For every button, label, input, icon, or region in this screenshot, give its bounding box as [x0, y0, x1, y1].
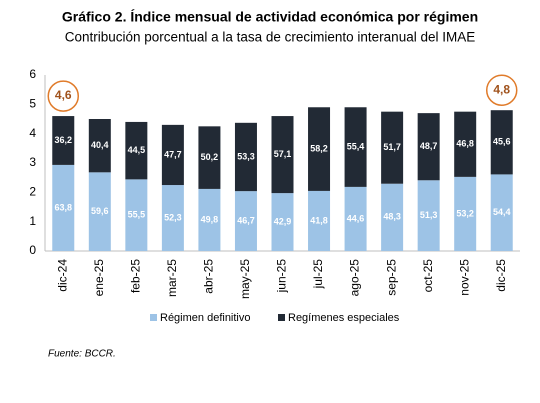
value-label: 46,8	[456, 139, 474, 149]
legend-label: Régimen definitivo	[160, 312, 251, 324]
bar-segment	[454, 111, 477, 177]
annotation-circle	[485, 74, 518, 106]
value-label: 45,6	[493, 137, 511, 147]
value-label: 51,7	[383, 142, 401, 152]
value-label: 42,9	[274, 216, 292, 226]
x-tick-label: nov-25	[457, 259, 471, 296]
y-tick-label: 5	[29, 97, 36, 111]
bar-segment	[490, 110, 513, 175]
y-tick-label: 3	[29, 155, 36, 169]
bar-segment	[344, 186, 367, 251]
legend-swatch	[278, 314, 285, 321]
x-tick-label: dic-25	[494, 259, 508, 292]
value-label: 47,7	[164, 149, 182, 159]
value-label: 49,8	[201, 214, 219, 224]
bar-segment	[125, 121, 148, 180]
y-tick-label: 2	[29, 185, 36, 199]
bar-segment	[381, 183, 404, 251]
value-label: 36,2	[55, 135, 73, 145]
value-label: 63,8	[55, 202, 73, 212]
bar-segment	[234, 122, 257, 192]
value-label: 57,1	[274, 149, 292, 159]
source: Fuente: BCCR.	[48, 349, 116, 360]
value-label: 44,5	[128, 145, 146, 155]
annotation-circle	[47, 80, 80, 112]
chart-title: Gráfico 2. Índice mensual de actividad e…	[62, 9, 478, 25]
bar-segment	[271, 116, 294, 194]
value-label: 51,3	[420, 210, 438, 220]
bar-segment	[52, 164, 75, 251]
bar-segment	[234, 191, 257, 251]
x-tick-label: jul-25	[311, 259, 325, 290]
value-label: 58,2	[310, 143, 328, 153]
value-label: 46,7	[237, 215, 255, 225]
bar-segment	[198, 126, 221, 189]
x-tick-label: dic-24	[55, 259, 69, 292]
bar-segment	[88, 119, 111, 173]
bar-segment	[308, 190, 331, 251]
bar-segment	[161, 185, 184, 251]
x-tick-label: sep-25	[384, 259, 398, 296]
bar-segment	[161, 124, 184, 186]
y-tick-label: 0	[29, 243, 36, 257]
x-tick-label: mar-25	[165, 259, 179, 297]
annotation-label: 4,8	[493, 82, 510, 96]
value-label: 48,7	[420, 141, 438, 151]
bar-segment	[271, 193, 294, 251]
x-tick-label: may-25	[238, 259, 252, 299]
x-tick-label: jun-25	[275, 259, 289, 294]
x-tick-label: feb-25	[129, 259, 143, 293]
value-label: 53,3	[237, 151, 255, 161]
chart-subtitle: Contribución porcentual a la tasa de cre…	[65, 30, 475, 45]
x-tick-label: oct-25	[421, 259, 435, 293]
value-label: 48,3	[383, 212, 401, 222]
value-label: 54,4	[493, 207, 511, 217]
value-label: 50,2	[201, 152, 219, 162]
x-tick-label: ago-25	[348, 259, 362, 297]
value-label: 40,4	[91, 140, 109, 150]
legend-label: Regímenes especiales	[288, 312, 400, 324]
x-tick-label: abr-25	[202, 259, 216, 294]
bar-segment	[308, 107, 331, 191]
value-label: 55,5	[128, 210, 146, 220]
bar-segment	[417, 180, 440, 251]
value-label: 44,6	[347, 213, 365, 223]
bar-segment	[490, 174, 513, 251]
value-label: 59,6	[91, 206, 109, 216]
y-tick-label: 1	[29, 214, 36, 228]
bar-segment	[417, 113, 440, 181]
x-tick-label: ene-25	[92, 259, 106, 297]
value-label: 41,8	[310, 215, 328, 225]
value-label: 52,3	[164, 212, 182, 222]
y-tick-label: 4	[29, 126, 36, 140]
bar-segment	[125, 179, 148, 251]
legend-swatch	[150, 314, 157, 321]
value-label: 53,2	[456, 208, 474, 218]
value-label: 55,4	[347, 141, 365, 151]
bar-segment	[88, 172, 111, 251]
bar-segment	[52, 116, 75, 165]
y-tick-label: 6	[29, 67, 36, 81]
bar-segment	[454, 176, 477, 251]
annotation-label: 4,6	[55, 88, 72, 102]
bar-segment	[381, 111, 404, 184]
bar-segment	[198, 188, 221, 251]
bar-segment	[344, 107, 367, 187]
